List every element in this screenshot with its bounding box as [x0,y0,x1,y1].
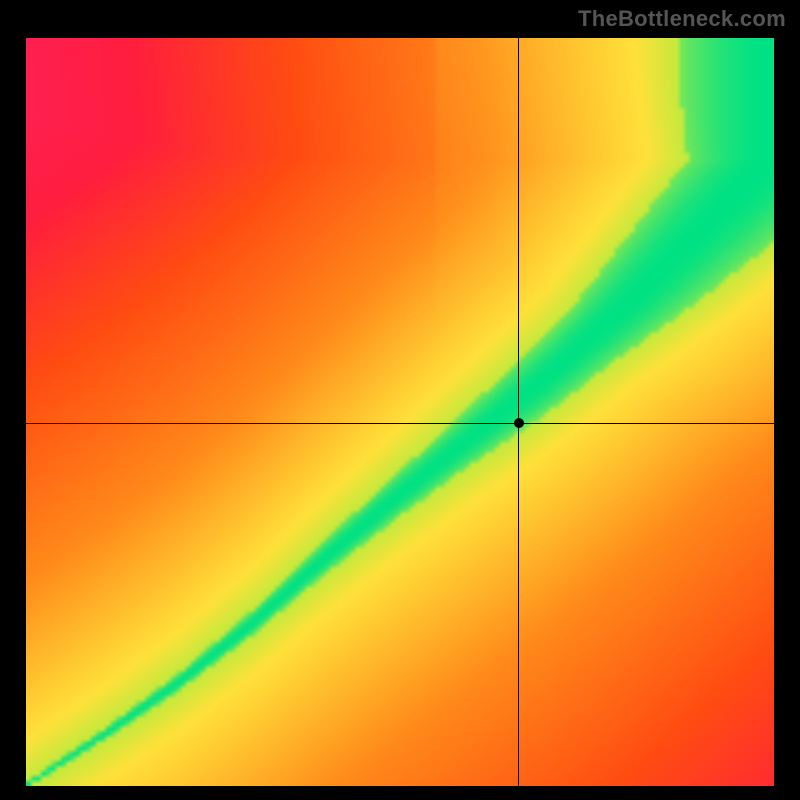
heatmap-canvas [26,38,774,786]
chart-root: TheBottleneck.com [0,0,800,800]
crosshair-horizontal [26,423,774,424]
crosshair-vertical [518,38,519,786]
watermark-text: TheBottleneck.com [578,6,786,32]
heatmap-plot [20,32,780,792]
